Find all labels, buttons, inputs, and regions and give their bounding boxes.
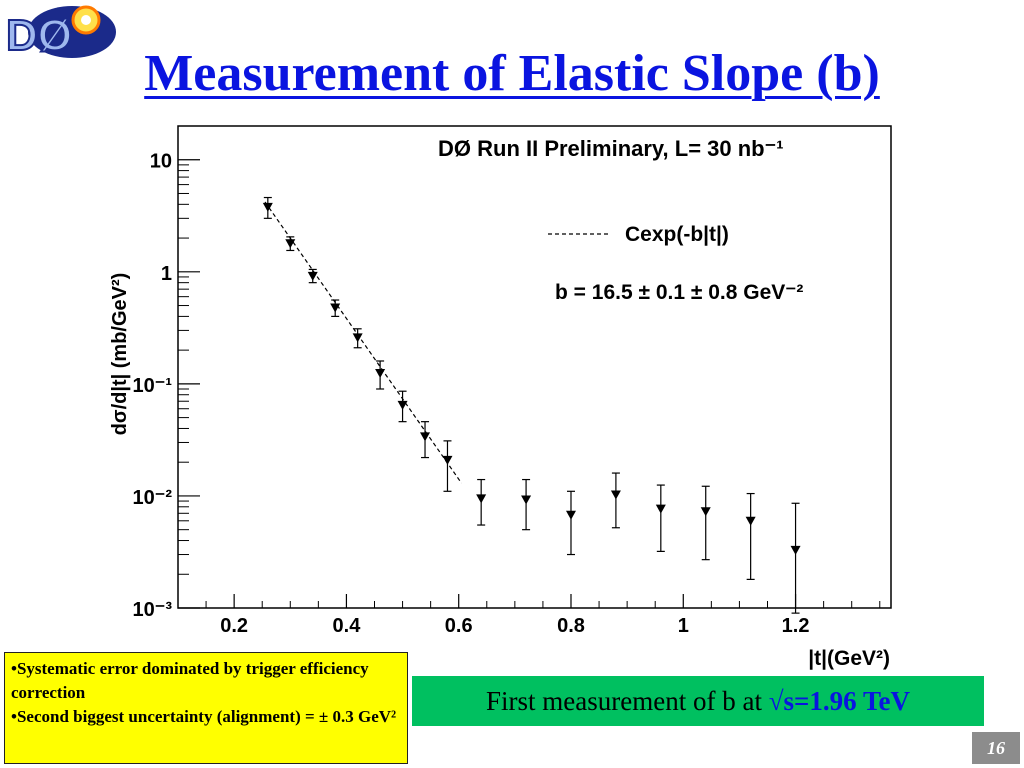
x-tick-label: 1.2 xyxy=(782,615,810,637)
y-tick-label: 10⁻² xyxy=(133,487,173,509)
data-point xyxy=(285,239,296,249)
fit-line xyxy=(264,201,463,484)
x-tick-label: 0.4 xyxy=(333,615,362,637)
data-points xyxy=(262,196,801,614)
legend-fit-label: Cexp(-b|t|) xyxy=(625,223,729,246)
page-title: Measurement of Elastic Slope (b) xyxy=(144,45,880,102)
measurement-text: First measurement of b at xyxy=(486,686,769,716)
y-tick-label: 10⁻¹ xyxy=(133,375,173,397)
data-point xyxy=(790,545,801,555)
y-axis-ticks: 10⁻³ 10⁻² 10⁻¹ 1 10 xyxy=(133,151,200,621)
data-point xyxy=(375,369,386,379)
x-axis-ticks: 0.2 0.4 0.6 0.8 1 1.2 xyxy=(205,594,881,637)
note-item: •Second biggest uncertainty (alignment) … xyxy=(11,707,397,726)
plot-frame xyxy=(177,125,892,609)
data-point xyxy=(262,202,273,212)
y-axis-label: dσ/d|t| (mb/GeV²) xyxy=(109,273,131,436)
x-axis-label: |t|(GeV²) xyxy=(808,647,890,670)
elastic-slope-chart: 0.2 0.4 0.6 0.8 1 1.2 10⁻³ 10⁻² 10⁻¹ 1 10 DØ Run … xyxy=(109,125,892,670)
note-item: •Systematic error dominated by trigger e… xyxy=(11,659,369,702)
notes-box: •Systematic error dominated by trigger e… xyxy=(4,652,408,764)
logo-text: DØ xyxy=(6,11,72,60)
d0-logo: DØ xyxy=(5,5,116,61)
page-number: 16 xyxy=(972,732,1020,764)
legend-fit-result: b = 16.5 ± 0.1 ± 0.8 GeV⁻² xyxy=(555,281,803,304)
data-point xyxy=(521,495,532,505)
data-point xyxy=(307,271,318,281)
data-point xyxy=(655,504,666,514)
measurement-banner: First measurement of b at √s=1.96 TeV xyxy=(412,676,984,726)
x-tick-label: 1 xyxy=(678,615,689,637)
data-point xyxy=(352,333,363,343)
data-point xyxy=(476,494,487,504)
y-tick-label: 10 xyxy=(150,151,172,173)
data-point xyxy=(745,516,756,526)
data-point xyxy=(420,432,431,442)
x-tick-label: 0.8 xyxy=(557,615,585,637)
x-tick-label: 0.6 xyxy=(445,615,473,637)
data-point xyxy=(610,490,621,500)
x-tick-label: 0.2 xyxy=(220,615,248,637)
data-point xyxy=(565,510,576,520)
data-point xyxy=(442,455,453,465)
y-tick-label: 10⁻³ xyxy=(133,599,173,621)
chart-title: DØ Run II Preliminary, L= 30 nb⁻¹ xyxy=(438,136,784,161)
y-tick-label: 1 xyxy=(161,263,172,285)
data-point xyxy=(397,400,408,410)
data-point xyxy=(700,507,711,517)
data-point xyxy=(330,303,341,313)
measurement-highlight: √s=1.96 TeV xyxy=(768,686,910,716)
